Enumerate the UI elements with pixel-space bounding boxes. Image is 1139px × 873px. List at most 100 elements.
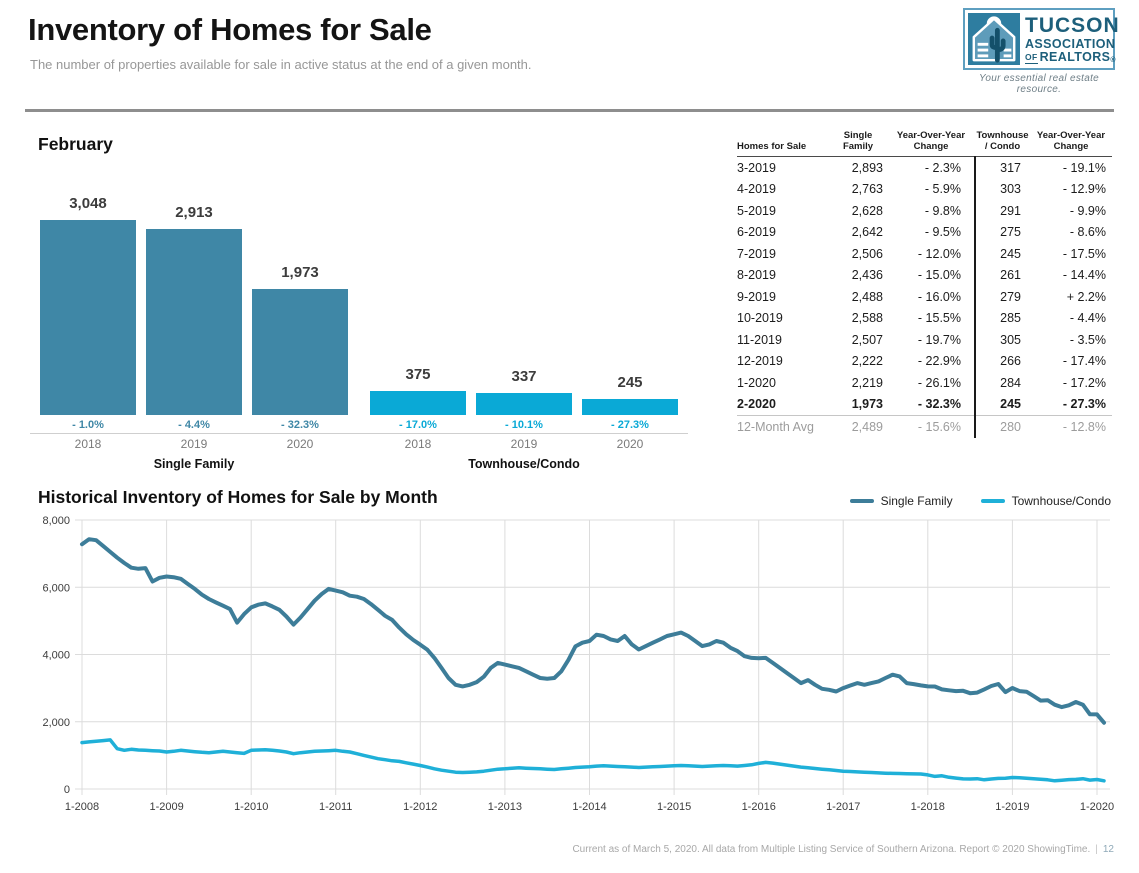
table-cell: 8-2019 [737, 268, 776, 283]
table-cell: - 9.5% [924, 225, 961, 240]
table-cell: 275 [974, 221, 1030, 243]
table-cell: - 16.0% [917, 289, 961, 304]
table-cell: - 12.8% [1030, 415, 1112, 438]
table-cell: - 26.1% [917, 375, 961, 390]
table-cell: - 19.1% [1062, 160, 1106, 175]
table-cell: 1-2020 [737, 375, 776, 390]
table-cell: - 32.3% [917, 397, 961, 412]
legend-label: Single Family [880, 494, 953, 508]
table-cell: - 5.9% [924, 182, 961, 197]
table-cell: 6-2019 [737, 225, 776, 240]
logo-name: TUCSON ASSOCIATION OF REALTORS ® [1020, 15, 1120, 64]
page-title: Inventory of Homes for Sale [28, 12, 432, 47]
table-cell: 2,893 [851, 160, 883, 175]
logo-house-cactus-icon [968, 13, 1020, 65]
table-row: 3-2019 2,893 - 2.3% 317 - 19.1% [737, 156, 1112, 179]
page-number: 12 [1102, 844, 1114, 855]
table-cell: 5-2019 [737, 203, 776, 218]
homes-for-sale-table: Homes for Sale Single Family Year-Over-Year… [737, 130, 1112, 438]
table-cell: 245 [974, 393, 1030, 416]
y-tick-label: 6,000 [42, 582, 70, 594]
x-tick-label: 1-2009 [149, 801, 183, 813]
table-cell: - 17.2% [1062, 375, 1106, 390]
report-footer: Current as of March 5, 2020. All data fr… [572, 844, 1114, 855]
logo-word-association: ASSOCIATION [1025, 36, 1116, 51]
bar-townhouse-condo-2018 [370, 391, 466, 415]
bar-townhouse-condo-2020 [582, 399, 678, 415]
y-tick-label: 4,000 [42, 650, 70, 662]
x-tick-label: 1-2018 [911, 801, 945, 813]
bar-single-family-2018 [40, 220, 136, 415]
table-cell: 12-Month Avg [737, 415, 829, 438]
column-header: Townhouse / Condo [975, 130, 1030, 157]
line-chart-title: Historical Inventory of Homes for Sale b… [38, 487, 438, 507]
table-cell: 2,436 [851, 268, 883, 283]
table-cell: - 9.9% [1069, 203, 1106, 218]
bar-yoy-label: - 1.0% [72, 419, 104, 431]
bar-yoy-label: - 10.1% [505, 419, 543, 431]
table-row: 2-2020 1,973 - 32.3% 245 - 27.3% [737, 393, 1112, 416]
bar-chart-title: February [38, 134, 113, 154]
footer-text: Current as of March 5, 2020. All data fr… [572, 844, 1091, 855]
table-cell: 284 [974, 372, 1030, 394]
x-tick-label: 1-2017 [826, 801, 860, 813]
table-cell: - 12.9% [1062, 182, 1106, 197]
logo-word-tucson: TUCSON [1025, 13, 1120, 37]
table-header-row: Homes for Sale Single Family Year-Over-Year… [737, 130, 1112, 157]
table-cell: - 12.0% [917, 246, 961, 261]
table-row: 6-2019 2,642 - 9.5% 275 - 8.6% [737, 221, 1112, 243]
townhouse-condo-line [80, 738, 1106, 783]
table-row: 5-2019 2,628 - 9.8% 291 - 9.9% [737, 200, 1112, 222]
legend-label: Townhouse/Condo [1011, 494, 1111, 508]
column-header: Homes for Sale [737, 131, 829, 157]
table-avg-row: 12-Month Avg 2,489- 15.6% 280- 12.8% [737, 415, 1112, 438]
table-cell: 285 [974, 307, 1030, 329]
bar-year-label: 2019 [510, 437, 538, 451]
tar-logo: TUCSON ASSOCIATION OF REALTORS ® Your esse… [963, 8, 1119, 95]
column-header: Year-Over-Year Change [1030, 130, 1112, 157]
table-cell: 2,222 [851, 354, 883, 369]
table-cell: - 14.4% [1062, 268, 1106, 283]
table-row: 9-2019 2,488 - 16.0% 279 + 2.2% [737, 286, 1112, 308]
x-tick-label: 1-2014 [572, 801, 606, 813]
bar-value-label: 1,973 [281, 264, 319, 281]
table-cell: 2,488 [851, 289, 883, 304]
table-cell: 4-2019 [737, 182, 776, 197]
table-cell: 11-2019 [737, 332, 782, 347]
line-chart-legend: Single Family Townhouse/Condo [849, 494, 1111, 508]
single-family-line [80, 537, 1106, 725]
x-tick-label: 1-2016 [742, 801, 776, 813]
x-tick-label: 1-2019 [995, 801, 1029, 813]
table-cell: 2,507 [851, 332, 883, 347]
column-header: Single Family [829, 130, 887, 157]
table-cell: 10-2019 [737, 311, 783, 326]
table-cell: - 17.5% [1062, 246, 1106, 261]
table-cell: 2,763 [851, 182, 883, 197]
table-cell: 2,219 [851, 375, 883, 390]
column-header: Year-Over-Year Change [887, 130, 975, 157]
table-cell: - 9.8% [924, 203, 961, 218]
table-cell: 305 [974, 329, 1030, 351]
x-tick-label: 1-2013 [488, 801, 522, 813]
bar-value-label: 3,048 [69, 195, 107, 212]
page-subtitle: The number of properties available for s… [30, 57, 532, 72]
bar-year-label: 2019 [180, 437, 208, 451]
bar-yoy-label: - 17.0% [399, 419, 437, 431]
table-cell: 280 [974, 415, 1030, 438]
x-tick-label: 1-2010 [234, 801, 268, 813]
y-tick-label: 8,000 [42, 515, 70, 527]
bar-yoy-label: - 27.3% [611, 419, 649, 431]
table-cell: - 27.3% [1062, 397, 1106, 412]
bar-yoy-label: - 32.3% [281, 419, 319, 431]
logo-box: TUCSON ASSOCIATION OF REALTORS ® [963, 8, 1119, 70]
bar-value-label: 337 [511, 368, 537, 385]
table-cell: 1,973 [851, 397, 883, 412]
table-cell: + 2.2% [1066, 289, 1106, 304]
bar-single-family-2019 [146, 229, 242, 415]
bar-year-label: 2018 [404, 437, 432, 451]
legend-swatch-icon [980, 498, 1005, 504]
table-cell: 261 [974, 264, 1030, 286]
logo-tagline: Your essential real estate resource. [978, 73, 1100, 95]
bar-year-label: 2020 [286, 437, 314, 451]
table-row: 11-2019 2,507 - 19.7% 305 - 3.5% [737, 329, 1112, 351]
